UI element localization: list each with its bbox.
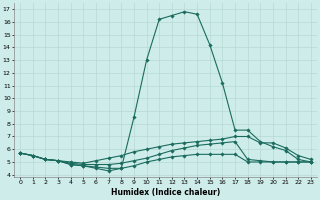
X-axis label: Humidex (Indice chaleur): Humidex (Indice chaleur): [111, 188, 220, 197]
